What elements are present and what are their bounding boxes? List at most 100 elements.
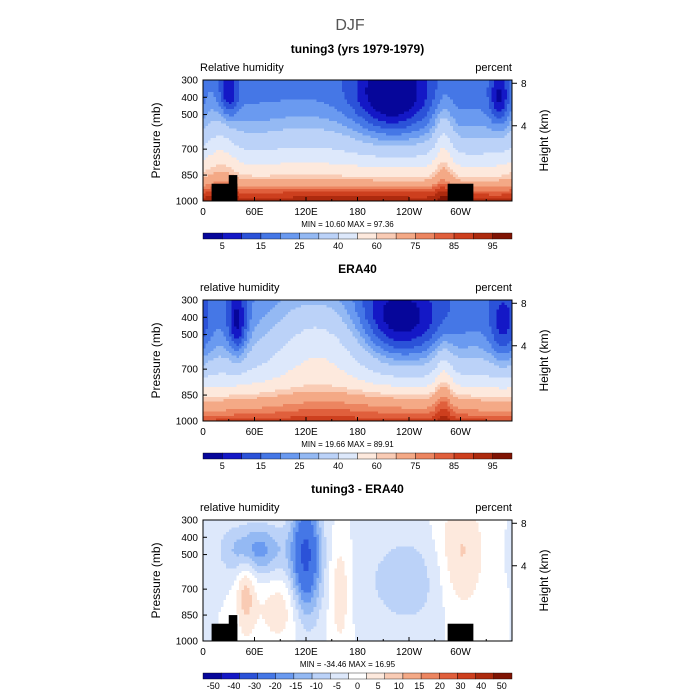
heatmap-cell — [493, 169, 497, 173]
heatmap-cell — [437, 162, 441, 166]
heatmap-cell — [331, 157, 335, 161]
heatmap-cell — [259, 179, 263, 183]
heatmap-cell — [254, 82, 258, 86]
heatmap-cell — [372, 104, 376, 108]
heatmap-cell — [390, 106, 394, 110]
heatmap-cell — [460, 176, 464, 180]
heatmap-cell — [439, 101, 443, 105]
heatmap-cell — [308, 118, 312, 122]
heatmap-cell — [491, 171, 495, 175]
heatmap-cell — [450, 174, 454, 178]
heatmap-cell — [275, 176, 279, 180]
heatmap-cell — [308, 142, 312, 146]
heatmap-cell — [231, 111, 235, 115]
heatmap-cell — [478, 167, 482, 170]
heatmap-cell — [318, 87, 322, 91]
heatmap-cell — [269, 147, 273, 151]
heatmap-cell — [411, 111, 415, 115]
heatmap-cell — [360, 80, 364, 83]
heatmap-cell — [488, 142, 492, 146]
heatmap-cell — [396, 171, 400, 175]
heatmap-cell — [409, 152, 412, 156]
heatmap-cell — [331, 133, 335, 137]
heatmap-cell — [393, 167, 397, 170]
heatmap-cell — [347, 101, 351, 105]
heatmap-cell — [262, 138, 266, 141]
heatmap-cell — [499, 101, 503, 105]
heatmap-cell — [491, 80, 495, 83]
heatmap-cell — [365, 169, 369, 173]
heatmap-cell — [465, 133, 469, 137]
heatmap-cell — [509, 116, 513, 120]
heatmap-cell — [499, 138, 503, 141]
heatmap-cell — [205, 106, 209, 110]
heatmap-cell — [316, 89, 320, 93]
heatmap-cell — [445, 162, 449, 166]
heatmap-cell — [295, 116, 299, 120]
heatmap-cell — [215, 179, 219, 183]
heatmap-cell — [470, 159, 474, 163]
heatmap-cell — [383, 138, 387, 141]
heatmap-cell — [257, 130, 261, 134]
heatmap-cell — [496, 176, 500, 180]
heatmap-cell — [228, 116, 232, 120]
heatmap-cell — [357, 87, 361, 91]
heatmap-cell — [442, 174, 446, 178]
heatmap-cell — [398, 140, 402, 144]
heatmap-cell — [452, 164, 456, 168]
heatmap-cell — [285, 140, 289, 144]
heatmap-cell — [506, 135, 510, 139]
heatmap-cell — [331, 82, 335, 86]
heatmap-cell — [267, 176, 271, 180]
heatmap-cell — [414, 157, 418, 161]
heatmap-cell — [233, 116, 237, 120]
heatmap-cell — [383, 142, 387, 146]
heatmap-cell — [280, 145, 284, 149]
heatmap-cell — [275, 164, 279, 168]
heatmap-cell — [457, 92, 461, 95]
heatmap-cell — [264, 116, 268, 120]
heatmap-cell — [218, 96, 222, 100]
heatmap-cell — [254, 128, 258, 132]
heatmap-cell — [306, 99, 309, 103]
heatmap-cell — [432, 84, 436, 88]
heatmap-cell — [287, 87, 291, 91]
heatmap-cell — [269, 116, 273, 120]
heatmap-cell — [239, 123, 243, 127]
heatmap-cell — [442, 84, 446, 88]
heatmap-cell — [347, 167, 351, 170]
heatmap-cell — [393, 80, 397, 83]
heatmap-cell — [414, 155, 418, 158]
heatmap-cell — [378, 162, 382, 166]
heatmap-cell — [411, 87, 415, 91]
heatmap-cell — [262, 82, 266, 86]
heatmap-cell — [300, 94, 304, 98]
heatmap-cell — [259, 159, 263, 163]
heatmap-cell — [313, 138, 317, 141]
heatmap-cell — [401, 147, 405, 151]
heatmap-cell — [491, 111, 495, 115]
heatmap-cell — [372, 118, 376, 122]
heatmap-cell — [221, 150, 225, 153]
heatmap-cell — [383, 113, 387, 117]
heatmap-cell — [375, 123, 379, 127]
heatmap-cell — [439, 130, 443, 134]
heatmap-cell — [439, 176, 443, 180]
heatmap-cell — [228, 138, 232, 141]
heatmap-cell — [499, 130, 503, 134]
heatmap-cell — [460, 130, 464, 134]
heatmap-cell — [215, 89, 219, 93]
heatmap-cell — [442, 82, 446, 86]
heatmap-cell — [424, 82, 428, 86]
heatmap-cell — [313, 135, 317, 139]
heatmap-cell — [215, 171, 219, 175]
heatmap-cell — [393, 164, 397, 168]
heatmap-cell — [326, 84, 330, 88]
heatmap-cell — [303, 140, 307, 144]
heatmap-cell — [316, 164, 320, 168]
heatmap-cell — [437, 128, 441, 132]
heatmap-cell — [306, 147, 309, 151]
heatmap-cell — [409, 101, 412, 105]
heatmap-cell — [378, 145, 382, 149]
heatmap-cell — [499, 113, 503, 117]
